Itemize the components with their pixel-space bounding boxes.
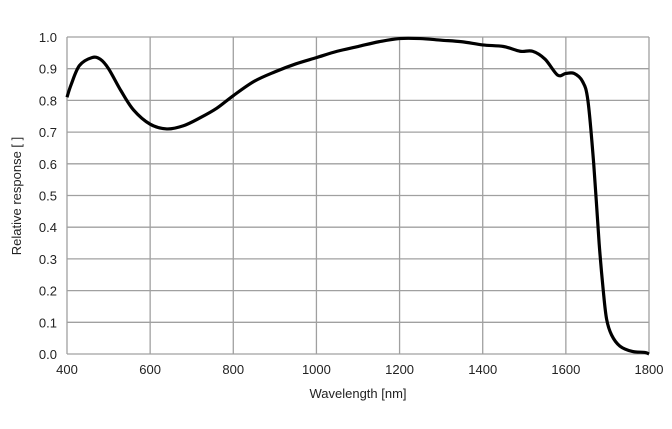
- y-tick-label: 0.4: [39, 220, 57, 235]
- x-tick-label: 400: [56, 362, 78, 377]
- y-tick-label: 0.6: [39, 157, 57, 172]
- y-tick-label: 0.1: [39, 315, 57, 330]
- y-tick-label: 1.0: [39, 30, 57, 45]
- x-tick-label: 1200: [385, 362, 414, 377]
- x-tick-label: 1600: [551, 362, 580, 377]
- y-tick-label: 0.2: [39, 284, 57, 299]
- x-tick-label: 1000: [302, 362, 331, 377]
- y-tick-label: 0.9: [39, 62, 57, 77]
- x-tick-label: 600: [139, 362, 161, 377]
- y-tick-label: 0.3: [39, 252, 57, 267]
- y-tick-label: 0.7: [39, 125, 57, 140]
- grid: [67, 37, 649, 354]
- x-axis-label: Wavelength [nm]: [309, 386, 406, 401]
- tick-labels: 400 600 800 1000 1200 1400 1600 1800 0.0 0.1 0.2 0.…: [39, 30, 664, 377]
- x-tick-label: 1800: [635, 362, 664, 377]
- y-axis-label: Relative response [ ]: [9, 137, 24, 256]
- x-tick-label: 1400: [468, 362, 497, 377]
- y-tick-label: 0.5: [39, 189, 57, 204]
- x-tick-label: 800: [222, 362, 244, 377]
- y-tick-label: 0.0: [39, 347, 57, 362]
- y-tick-label: 0.8: [39, 93, 57, 108]
